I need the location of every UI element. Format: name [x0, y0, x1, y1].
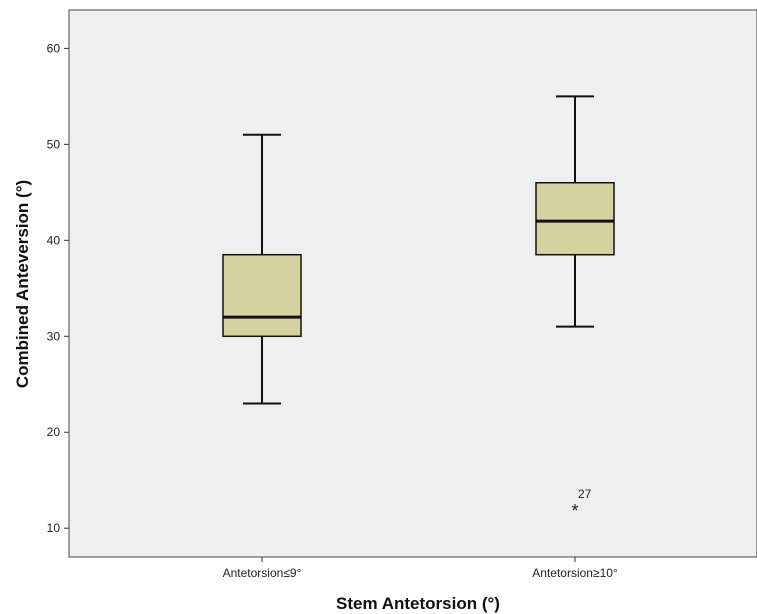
- x-tick-label: Antetorsion≥10°: [532, 566, 618, 580]
- y-tick-label: 50: [47, 137, 61, 151]
- y-axis-title: Combined Anteversion (°): [13, 180, 32, 388]
- y-tick-label: 30: [47, 329, 61, 343]
- y-tick-label: 20: [47, 425, 61, 439]
- x-axis: Antetorsion≤9° Antetorsion≥10°: [223, 557, 618, 580]
- iqr-box: [535, 181, 615, 256]
- y-axis: 10 20 30 40 50 60: [47, 41, 69, 535]
- x-tick-label: Antetorsion≤9°: [223, 566, 302, 580]
- y-tick-label: 10: [47, 521, 61, 535]
- box-group: *27: [535, 95, 615, 521]
- y-tick-label: 60: [47, 41, 61, 55]
- y-tick-label: 40: [47, 233, 61, 247]
- outlier-marker: *: [571, 501, 578, 521]
- box-group: [222, 133, 302, 405]
- boxes-layer: *27: [222, 95, 615, 521]
- outlier-label: 27: [578, 487, 592, 501]
- iqr-box: [222, 253, 302, 338]
- plot-area: [68, 9, 757, 558]
- x-axis-title: Stem Antetorsion (°): [336, 594, 500, 613]
